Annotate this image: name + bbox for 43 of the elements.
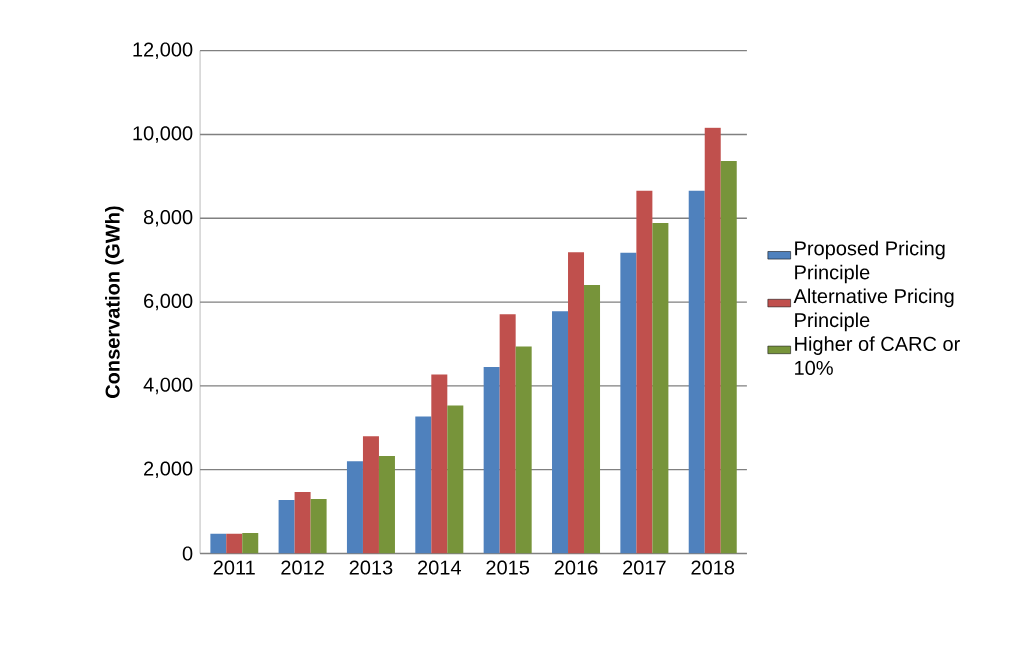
y-axis-title: Conservation (GWh) <box>105 206 124 399</box>
y-tick-label: 0 <box>182 546 193 561</box>
bar <box>362 436 379 554</box>
bar <box>310 499 327 554</box>
bar <box>378 456 395 554</box>
bar <box>226 534 243 554</box>
bar <box>584 285 601 554</box>
x-tick-label: 2017 <box>623 560 666 575</box>
y-tick-label: 6,000 <box>144 294 193 311</box>
bar <box>620 252 637 554</box>
x-tick-label: 2015 <box>486 560 530 575</box>
bar <box>346 461 363 554</box>
bar <box>294 492 311 554</box>
bar <box>242 533 259 554</box>
bar <box>652 223 669 554</box>
bar <box>483 367 500 554</box>
x-tick-label: 2016 <box>554 560 598 575</box>
y-tick-label: 4,000 <box>143 377 193 395</box>
bar <box>431 374 448 554</box>
bar <box>415 416 432 554</box>
bar <box>210 534 227 554</box>
legend-label: Alternative Pricing Principle <box>793 288 954 332</box>
x-tick-label: 2014 <box>418 560 461 575</box>
bar <box>499 314 516 554</box>
bar <box>278 500 295 554</box>
bar <box>515 346 532 554</box>
bar <box>568 252 585 554</box>
x-tick-label: 2011 <box>213 560 255 575</box>
bar <box>636 190 653 554</box>
bar <box>688 190 705 554</box>
x-tick-label: 2012 <box>281 560 324 575</box>
x-tick-label: 2013 <box>349 560 393 575</box>
bar <box>552 311 569 554</box>
y-tick-label: 10,000 <box>133 126 193 143</box>
y-tick-label: 2,000 <box>144 461 193 479</box>
bar <box>447 405 464 554</box>
x-tick-label: 2018 <box>691 560 735 575</box>
bar <box>720 161 737 554</box>
y-tick-label: 12,000 <box>133 42 193 60</box>
legend-label: Higher of CARC or 10% <box>795 336 960 376</box>
legend-label: Proposed Pricing Principle <box>795 240 945 284</box>
bar <box>704 128 721 554</box>
y-tick-label: 8,000 <box>143 210 193 227</box>
